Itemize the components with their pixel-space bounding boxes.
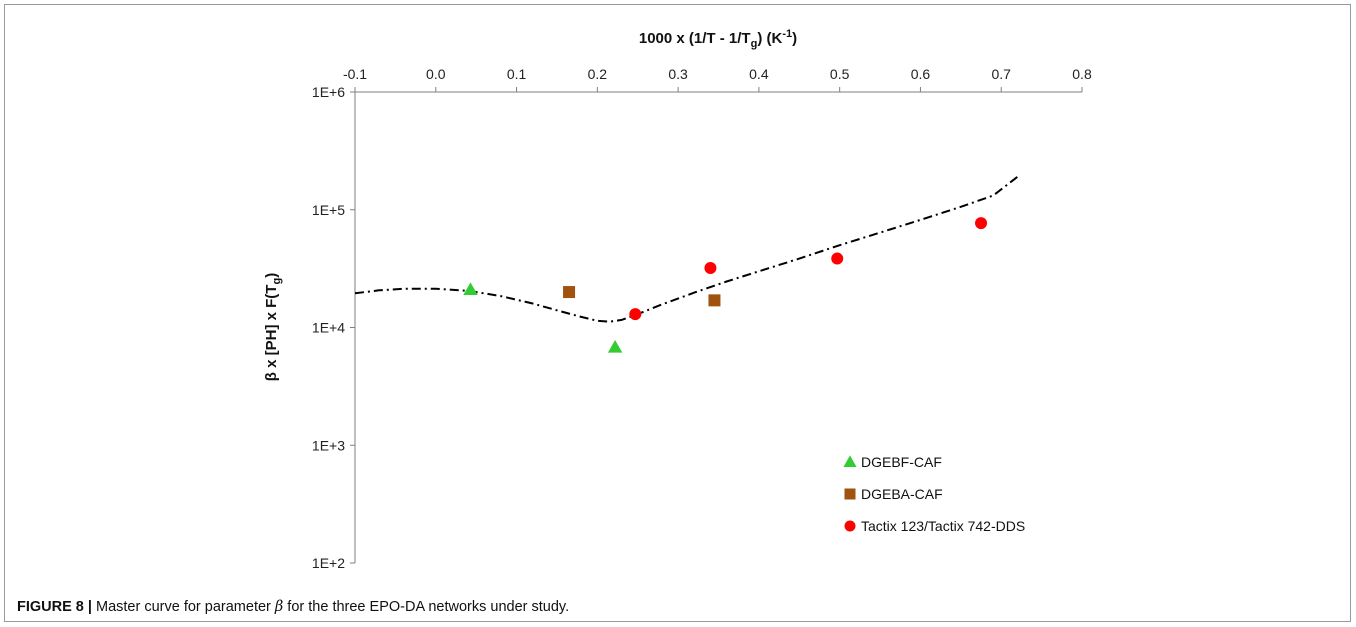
data-point-square	[708, 294, 721, 307]
master-curve-chart: -0.1 0.0 0.1 0.2 0.3 0.4 0.5 0.6 0.7 0.8 1E+2 1E+3 1…	[263, 28, 1092, 571]
x-tick-label: 0.5	[830, 66, 850, 82]
figure-caption: FIGURE 8 | Master curve for parameter β …	[17, 599, 569, 615]
x-tick-label: 0.7	[991, 66, 1011, 82]
y-tick-label: 1E+6	[312, 84, 345, 100]
legend-label: DGEBA-CAF	[861, 486, 943, 502]
y-tick-label: 1E+4	[312, 320, 345, 336]
data-point-circle	[831, 252, 844, 265]
x-tick-label: 0.3	[668, 66, 688, 82]
legend-label: DGEBF-CAF	[861, 454, 942, 470]
data-point-circle	[629, 308, 642, 321]
legend-marker-circle	[844, 520, 856, 532]
master-curve-layer	[354, 176, 1019, 323]
x-tick-label: -0.1	[343, 66, 367, 82]
y-tick-label: 1E+3	[312, 437, 345, 453]
caption-text-before: Master curve for parameter	[91, 599, 275, 615]
x-tick-label: 0.0	[426, 66, 446, 82]
figure-frame: -0.1 0.0 0.1 0.2 0.3 0.4 0.5 0.6 0.7 0.8 1E+2 1E+3 1…	[4, 4, 1351, 622]
data-point-circle	[704, 262, 717, 275]
x-tick-label: 0.6	[911, 66, 931, 82]
y-tick-label: 1E+2	[312, 555, 345, 571]
data-point-triangle	[463, 282, 478, 295]
master-curve-line	[354, 176, 1019, 323]
legend-marker-triangle	[843, 455, 857, 467]
x-tick-label: 0.8	[1072, 66, 1092, 82]
y-tick-label: 1E+5	[312, 202, 345, 218]
axes: -0.1 0.0 0.1 0.2 0.3 0.4 0.5 0.6 0.7 0.8 1E+2 1E+3 1…	[263, 28, 1092, 571]
legend-marker-square	[844, 488, 856, 500]
data-point-square	[563, 286, 576, 299]
y-axis-title: β x [PH] x F(Tg)	[263, 273, 283, 381]
caption-symbol: β	[274, 599, 284, 615]
x-tick-label: 0.4	[749, 66, 769, 82]
caption-label: FIGURE 8 |	[17, 599, 92, 615]
data-point-circle	[975, 217, 988, 230]
data-points-layer	[463, 217, 988, 353]
legend: DGEBF-CAF DGEBA-CAF Tactix 123/Tactix 742-…	[843, 454, 1025, 534]
legend-label: Tactix 123/Tactix 742-DDS	[861, 518, 1025, 534]
caption-text-after: for the three EPO-DA networks under stud…	[283, 599, 570, 615]
x-axis-title: 1000 x (1/T - 1/Tg) (K-1)	[639, 28, 797, 50]
data-point-triangle	[607, 340, 623, 353]
x-tick-label: 0.2	[588, 66, 608, 82]
x-tick-label: 0.1	[507, 66, 527, 82]
